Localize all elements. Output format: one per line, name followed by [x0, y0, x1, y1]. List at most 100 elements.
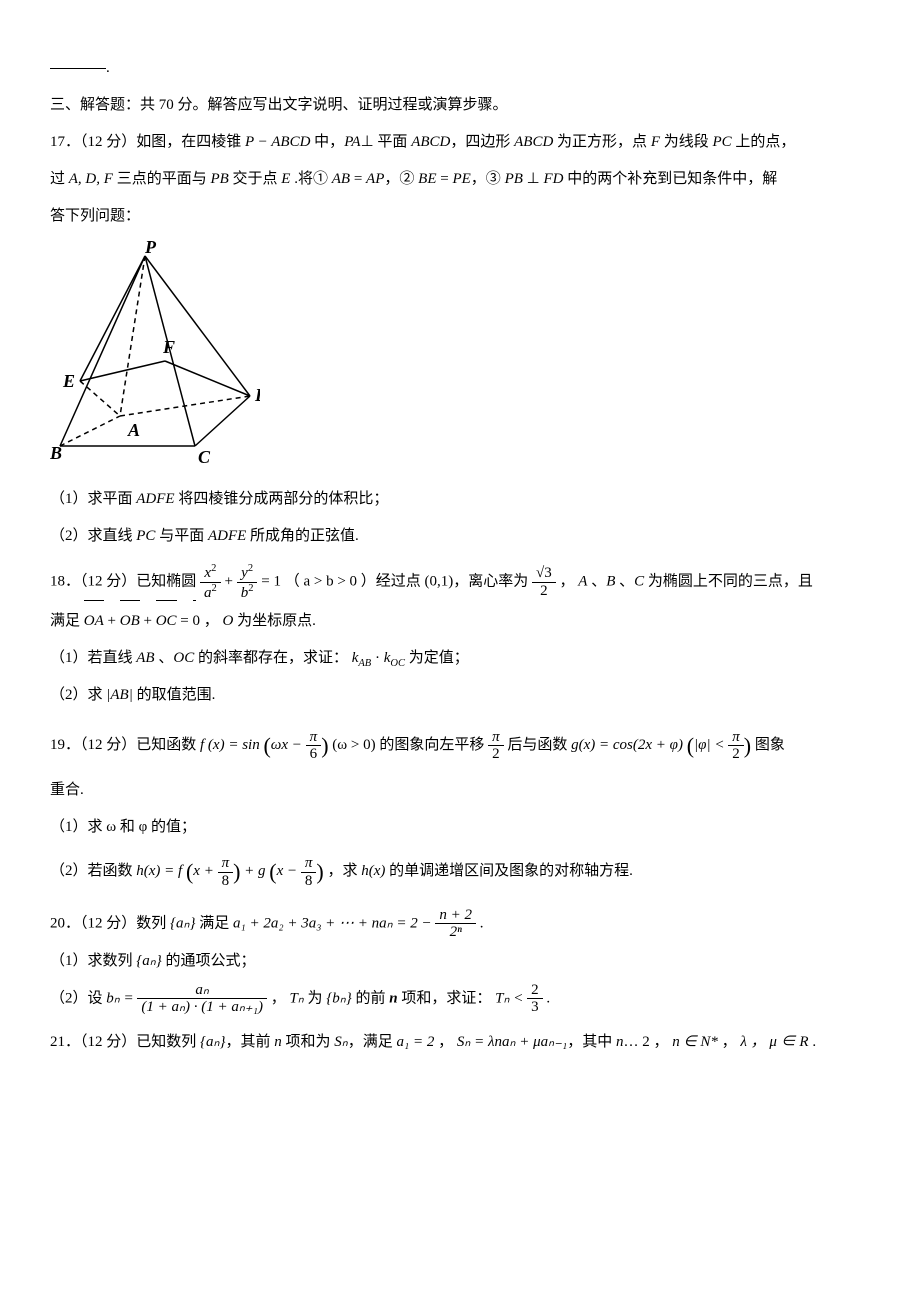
q17-line2: 过 A, D, F 三点的平面与 PB 交于点 E .将① AB = AP，② … — [50, 163, 850, 196]
csym: … — [624, 1034, 639, 1050]
rhs-d: 2ⁿ — [435, 924, 476, 941]
t10: .将 — [290, 171, 313, 187]
q19-part2: （2）若函数 h(x) = f (x + π8) + g (x − π8) ，求… — [50, 848, 850, 896]
fig-label-d: D — [254, 385, 260, 405]
t8: 三点的平面与 — [113, 171, 211, 187]
v0: 0 — [193, 613, 201, 629]
ecc-d: 2 — [532, 583, 556, 600]
frac-x2a2: x2a2 — [200, 563, 221, 601]
p2-s1: PC — [136, 528, 155, 544]
lim-d: 3 — [527, 999, 543, 1016]
a-d: a — [204, 585, 212, 601]
pi2b-d: 2 — [728, 746, 744, 763]
end: . — [809, 1034, 817, 1050]
cond3b: FD — [543, 171, 563, 187]
c2: 2 — [639, 1034, 650, 1050]
kdot: · — [371, 650, 384, 666]
fig-label-c: C — [198, 447, 211, 466]
fig-label-p: P — [144, 241, 157, 257]
sym-f: F — [651, 134, 660, 150]
vOC: OC — [156, 613, 177, 629]
rp2: ) — [316, 859, 323, 884]
oc: OC — [173, 650, 194, 666]
sym-abcd1: ABCD — [411, 134, 450, 150]
t4: ，其中 — [567, 1034, 616, 1050]
cond1: （ a > b > 0 ）经过点 (0,1)，离心率为 — [285, 573, 532, 589]
rparen2: ) — [744, 733, 751, 758]
sep2: ， — [650, 1034, 673, 1050]
pi2-d: 2 — [488, 746, 504, 763]
q18: 18．（12 分）已知椭圆 x2a2 + y2b2 = 1 （ a > b > … — [50, 563, 850, 601]
ecc-n: √3 — [532, 565, 556, 583]
perp2: ⊥ — [527, 171, 540, 187]
period: . — [106, 60, 110, 76]
txt3: 图象 — [755, 737, 785, 753]
frac-pi2: π2 — [488, 729, 504, 763]
txt2: 后与函数 — [507, 737, 571, 753]
t2: 项和为 — [282, 1034, 335, 1050]
t1: ，其前 — [226, 1034, 275, 1050]
t5: 为线段 — [660, 134, 713, 150]
q20-part1: （1）求数列 {aₙ} 的通项公式； — [50, 945, 850, 978]
y-n: y — [241, 565, 248, 581]
cond1b: AP — [366, 171, 384, 187]
end: . — [480, 915, 484, 931]
fig-label-e: E — [62, 371, 75, 391]
lhs: a₁ + 2a₂ + 3a₃ + ⋯ + naₙ = 2 − — [233, 915, 432, 931]
pi8b-n: π — [301, 855, 317, 873]
frac-pi2b: π2 — [728, 729, 744, 763]
vec-end: ， — [204, 613, 223, 629]
rp1: ) — [233, 859, 240, 884]
rparen1: ) — [321, 733, 328, 758]
fx: f (x) = sin — [200, 737, 260, 753]
t7: 过 — [50, 171, 69, 187]
q18-line2: 满足 OA + OB + OC = 0 ， O 为坐标原点. — [50, 605, 850, 638]
q21-label: 21．（12 分）已知数列 — [50, 1034, 200, 1050]
frac-pi8a: π8 — [218, 855, 234, 889]
frac-pi8b: π8 — [301, 855, 317, 889]
p1-end: 将四棱锥分成两部分的体积比； — [175, 491, 389, 507]
k2s: OC — [390, 658, 405, 669]
sep2: 、 — [615, 573, 634, 589]
pi6-n: π — [306, 729, 322, 747]
O: O — [223, 613, 234, 629]
p2-end: 的单调递增区间及图象的对称轴方程. — [385, 863, 633, 879]
sep1: 、 — [587, 573, 606, 589]
fig-label-b: B — [50, 443, 62, 463]
seq: {aₙ} — [170, 915, 195, 931]
sep: 、 — [155, 650, 174, 666]
q20-part2: （2）设 bₙ = aₙ(1 + aₙ) · (1 + aₙ₊₁) ， Tₙ 为… — [50, 982, 850, 1016]
fig-label-f: F — [162, 337, 175, 357]
bn-seq: {bₙ} — [326, 990, 351, 1006]
bn-n: aₙ — [137, 982, 267, 1000]
eq-rhs: = 1 — [261, 573, 281, 589]
p1-seq: {aₙ} — [136, 953, 161, 969]
q17: 17．（12 分）如图，在四棱锥 P − ABCD 中，PA⊥ 平面 ABCD，… — [50, 126, 850, 159]
pi6-d: 6 — [306, 746, 322, 763]
pi8b-d: 8 — [301, 873, 317, 890]
clm: λ ， μ ∈ R — [740, 1034, 808, 1050]
abc-b: B — [606, 573, 615, 589]
vec-oc: OC — [156, 605, 177, 638]
cN: n ∈ N* — [672, 1034, 718, 1050]
Tn: Tₙ — [289, 990, 303, 1006]
p2-t3: 的前 — [352, 990, 390, 1006]
abc-c: C — [634, 573, 644, 589]
lparen2: ( — [687, 733, 694, 758]
t6: 上的点， — [732, 134, 796, 150]
p1-pre: （1）求数列 — [50, 953, 136, 969]
cond2a: BE — [418, 171, 436, 187]
sym-abcd2: ABCD — [514, 134, 553, 150]
vec-oa: OA — [84, 605, 104, 638]
blank-underline — [50, 50, 106, 69]
cond1: (ω > 0) 的图象向左平移 — [332, 737, 488, 753]
bn-d: (1 + aₙ) · (1 + aₙ₊₁) — [137, 999, 267, 1016]
fig-label-a: A — [127, 420, 140, 440]
p1-txt: 的斜率都存在，求证： — [194, 650, 348, 666]
p1-sym: ADFE — [136, 491, 174, 507]
sep3: ， — [718, 1034, 741, 1050]
p2-mid: 与平面 — [155, 528, 208, 544]
q17-label: 17．（12 分）如图，在四棱锥 — [50, 134, 245, 150]
lparen1: ( — [263, 733, 270, 758]
lp2: ( — [269, 859, 276, 884]
